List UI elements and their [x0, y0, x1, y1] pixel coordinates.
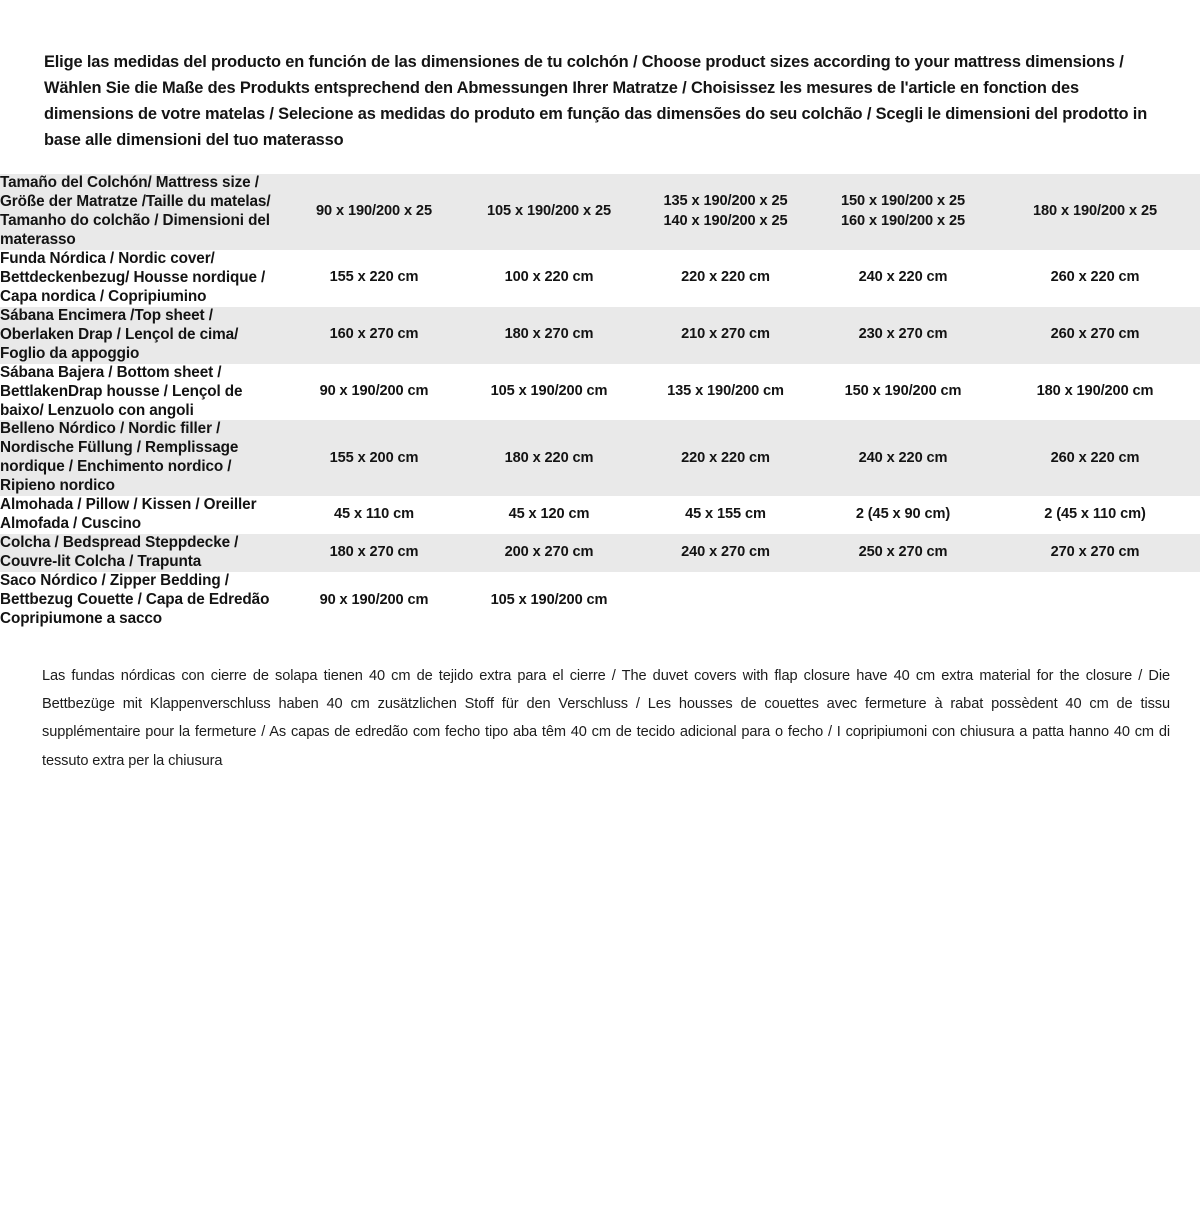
row-value	[816, 572, 990, 629]
row-value	[635, 572, 816, 629]
header-col-3: 135 x 190/200 x 25 140 x 190/200 x 25	[635, 174, 816, 250]
header-col-5: 180 x 190/200 x 25	[990, 174, 1200, 250]
row-value: 45 x 120 cm	[463, 496, 635, 535]
row-value: 240 x 220 cm	[816, 420, 990, 497]
table-row: Sábana Bajera / Bottom sheet / Bettlaken…	[0, 363, 1200, 421]
header-col-2-line-1: 105 x 190/200 x 25	[487, 203, 611, 220]
row-value: 105 x 190/200 cm	[463, 572, 635, 629]
row-value: 105 x 190/200 cm	[463, 363, 635, 421]
row-label: Belleno Nórdico / Nordic filler / Nordis…	[0, 420, 285, 497]
intro-paragraph: Elige las medidas del producto en funció…	[44, 53, 1148, 150]
row-value: 200 x 270 cm	[463, 534, 635, 573]
row-value: 150 x 190/200 cm	[816, 363, 990, 421]
row-value	[990, 572, 1200, 629]
row-value: 2 (45 x 90 cm)	[816, 496, 990, 535]
size-guide-page: Elige las medidas del producto en funció…	[0, 16, 1200, 1216]
row-value: 180 x 270 cm	[463, 306, 635, 364]
row-label: Colcha / Bedspread Steppdecke / Couvre-l…	[0, 534, 285, 573]
row-value: 100 x 220 cm	[463, 249, 635, 307]
table-body: Funda Nórdica / Nordic cover/ Bettdecken…	[0, 249, 1200, 629]
row-label: Funda Nórdica / Nordic cover/ Bettdecken…	[0, 249, 285, 307]
row-value: 155 x 200 cm	[285, 420, 463, 497]
row-value: 220 x 220 cm	[635, 249, 816, 307]
header-col-2: 105 x 190/200 x 25	[463, 174, 635, 250]
row-value: 155 x 220 cm	[285, 249, 463, 307]
row-value: 90 x 190/200 cm	[285, 363, 463, 421]
row-label: Almohada / Pillow / Kissen / Oreiller Al…	[0, 496, 285, 535]
table-row: Almohada / Pillow / Kissen / Oreiller Al…	[0, 496, 1200, 535]
row-label: Saco Nórdico / Zipper Bedding / Bettbezu…	[0, 572, 285, 629]
row-value: 180 x 270 cm	[285, 534, 463, 573]
header-col-5-line-1: 180 x 190/200 x 25	[1033, 203, 1157, 220]
row-value: 210 x 270 cm	[635, 306, 816, 364]
row-value: 240 x 270 cm	[635, 534, 816, 573]
header-col-4: 150 x 190/200 x 25 160 x 190/200 x 25	[816, 174, 990, 250]
header-col-1: 90 x 190/200 x 25	[285, 174, 463, 250]
row-value: 180 x 220 cm	[463, 420, 635, 497]
row-label: Sábana Encimera /Top sheet / Oberlaken D…	[0, 306, 285, 364]
footnote-paragraph: Las fundas nórdicas con cierre de solapa…	[42, 667, 1170, 769]
row-value: 2 (45 x 110 cm)	[990, 496, 1200, 535]
row-value: 90 x 190/200 cm	[285, 572, 463, 629]
header-col-3-line-1: 135 x 190/200 x 25	[663, 193, 788, 210]
row-value: 250 x 270 cm	[816, 534, 990, 573]
header-col-4-line-2: 160 x 190/200 x 25	[841, 212, 965, 229]
header-label-cell: Tamaño del Colchón/ Mattress size / Größ…	[0, 174, 285, 250]
header-col-3-line-2: 140 x 190/200 x 25	[663, 212, 788, 229]
row-value: 45 x 155 cm	[635, 496, 816, 535]
header-col-1-line-1: 90 x 190/200 x 25	[316, 203, 432, 220]
row-value: 260 x 220 cm	[990, 420, 1200, 497]
row-value: 230 x 270 cm	[816, 306, 990, 364]
row-value: 240 x 220 cm	[816, 249, 990, 307]
row-value: 135 x 190/200 cm	[635, 363, 816, 421]
row-value: 270 x 270 cm	[990, 534, 1200, 573]
row-value: 45 x 110 cm	[285, 496, 463, 535]
table-row: Saco Nórdico / Zipper Bedding / Bettbezu…	[0, 572, 1200, 629]
row-label: Sábana Bajera / Bottom sheet / Bettlaken…	[0, 363, 285, 421]
row-value: 160 x 270 cm	[285, 306, 463, 364]
table-head: Tamaño del Colchón/ Mattress size / Größ…	[0, 174, 1200, 250]
table-row: Sábana Encimera /Top sheet / Oberlaken D…	[0, 306, 1200, 364]
header-col-4-line-1: 150 x 190/200 x 25	[841, 193, 965, 210]
row-value: 260 x 270 cm	[990, 306, 1200, 364]
table-row: Belleno Nórdico / Nordic filler / Nordis…	[0, 420, 1200, 497]
row-value: 220 x 220 cm	[635, 420, 816, 497]
row-value: 260 x 220 cm	[990, 249, 1200, 307]
mattress-size-table: Tamaño del Colchón/ Mattress size / Größ…	[0, 174, 1200, 629]
row-value: 180 x 190/200 cm	[990, 363, 1200, 421]
table-row: Colcha / Bedspread Steppdecke / Couvre-l…	[0, 534, 1200, 573]
table-row: Funda Nórdica / Nordic cover/ Bettdecken…	[0, 249, 1200, 307]
table-header-row: Tamaño del Colchón/ Mattress size / Größ…	[0, 174, 1200, 250]
